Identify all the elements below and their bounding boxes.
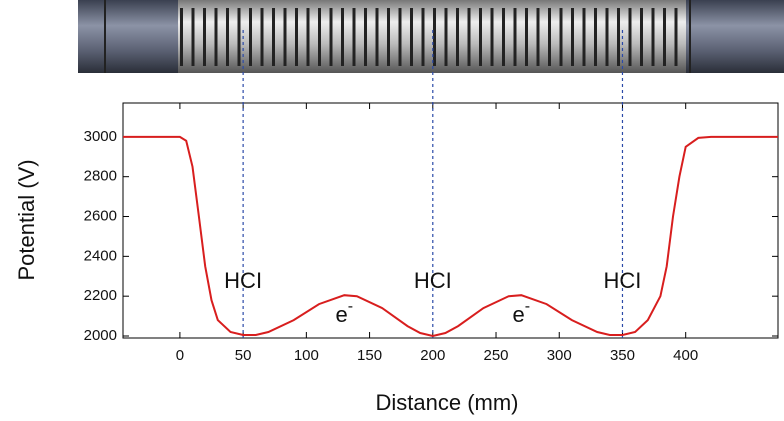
photo-end xyxy=(78,0,178,73)
photo-electrode xyxy=(651,8,655,66)
annotation: HCI xyxy=(224,268,262,293)
y-tick-label: 2800 xyxy=(84,168,117,185)
photo-electrode xyxy=(605,8,609,66)
annotation: HCI xyxy=(414,268,452,293)
x-axis-label: Distance (mm) xyxy=(375,390,518,415)
annotation: e- xyxy=(513,298,531,327)
annotation-sup: - xyxy=(525,298,530,315)
photo-body xyxy=(178,0,686,73)
annotation-text: e xyxy=(513,302,525,327)
trap-photo xyxy=(78,0,784,73)
photo-electrode xyxy=(456,8,459,66)
y-tick-label: 2600 xyxy=(84,207,117,224)
annotation-sup: - xyxy=(348,298,353,315)
annotation: e- xyxy=(335,298,353,327)
photo-electrode xyxy=(663,8,666,66)
photo-electrode xyxy=(628,8,632,66)
x-tick-label: 50 xyxy=(235,347,252,364)
photo-electrode xyxy=(352,8,356,66)
x-tick-label: 100 xyxy=(294,347,319,364)
photo-electrode xyxy=(490,8,494,66)
photo-electrode xyxy=(571,8,574,66)
photo-electrode xyxy=(329,8,333,66)
y-tick-label: 2400 xyxy=(84,247,117,264)
photo-electrode xyxy=(617,8,620,66)
annotation: HCI xyxy=(604,268,642,293)
y-tick-label: 2200 xyxy=(84,287,117,304)
photo-electrode xyxy=(341,8,344,66)
photo-electrode xyxy=(502,8,505,66)
y-axis-label: Potential (V) xyxy=(14,159,39,280)
x-tick-label: 0 xyxy=(176,347,184,364)
photo-electrode xyxy=(421,8,425,66)
photo-electrode xyxy=(249,8,252,66)
photo-electrode xyxy=(548,8,551,66)
photo-electrode xyxy=(536,8,540,66)
curve xyxy=(123,135,778,338)
photo-electrode xyxy=(410,8,413,66)
photo-electrode xyxy=(444,8,448,66)
x-tick-label: 300 xyxy=(547,347,572,364)
photo-electrode xyxy=(191,8,195,66)
photo-electrode xyxy=(433,8,436,66)
photo-electrode xyxy=(398,8,402,66)
photo-electrode xyxy=(467,8,471,66)
photo-electrode xyxy=(272,8,275,66)
photo-electrode xyxy=(387,8,390,66)
annotation-text: HCI xyxy=(224,268,262,293)
annotation-text: HCI xyxy=(414,268,452,293)
photo-electrode xyxy=(525,8,528,66)
photo-electrode xyxy=(283,8,287,66)
photo-electrode xyxy=(375,8,379,66)
photo-electrode xyxy=(674,8,678,66)
photo-electrode xyxy=(226,8,229,66)
x-tick-label: 250 xyxy=(484,347,509,364)
photo-electrode xyxy=(582,8,586,66)
photo-electrode xyxy=(237,8,241,66)
photo-end xyxy=(686,0,784,73)
y-tick-label: 2000 xyxy=(84,327,117,344)
photo-electrode xyxy=(594,8,597,66)
photo-electrode xyxy=(306,8,310,66)
y-tick-label: 3000 xyxy=(84,128,117,145)
x-tick-label: 150 xyxy=(357,347,382,364)
photo-electrode xyxy=(479,8,482,66)
plot-frame xyxy=(122,102,779,339)
photo-electrode xyxy=(559,8,563,66)
photo-electrode xyxy=(180,8,183,66)
annotation-text: HCI xyxy=(604,268,642,293)
x-tick-label: 200 xyxy=(420,347,445,364)
x-tick-label: 400 xyxy=(673,347,698,364)
photo-electrode xyxy=(364,8,367,66)
photo-electrode xyxy=(513,8,517,66)
annotation-text: e xyxy=(335,302,347,327)
x-tick-label: 350 xyxy=(610,347,635,364)
photo-electrode xyxy=(203,8,206,66)
photo-electrode xyxy=(318,8,321,66)
photo-electrode xyxy=(214,8,218,66)
photo-electrode xyxy=(260,8,264,66)
photo-electrode xyxy=(295,8,298,66)
photo-electrode xyxy=(640,8,643,66)
